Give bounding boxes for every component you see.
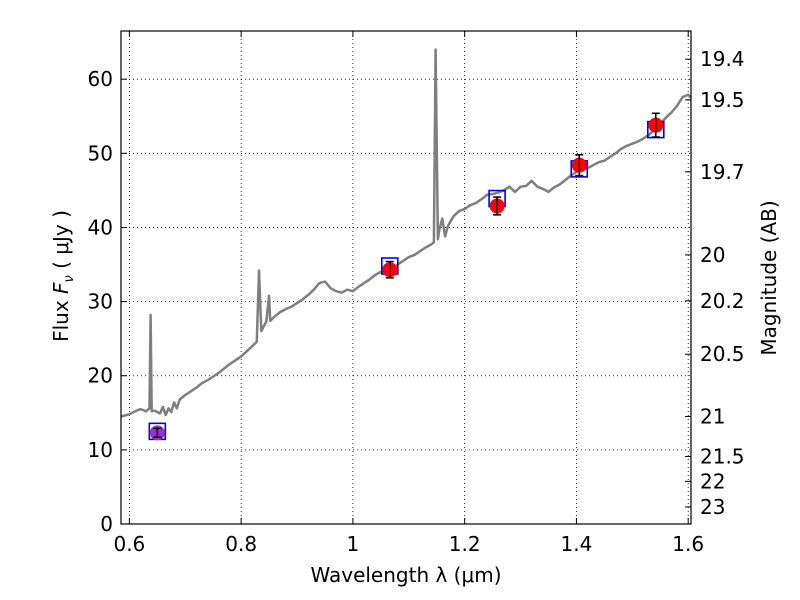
spectrum-series: [120, 48, 692, 418]
x-axis-title: Wavelength λ (μm): [310, 563, 501, 587]
magnitude-tick-label: 21.5: [700, 445, 745, 469]
grid-lines: [121, 31, 691, 524]
x-tick-label: 1: [347, 532, 360, 556]
x-tick-label: 0.8: [225, 532, 257, 556]
x-tick-label: 1.4: [561, 532, 593, 556]
x-tick-label: 1.6: [672, 532, 704, 556]
magnitude-tick-label: 21: [700, 405, 725, 429]
y-axis-right-title: Magnitude (AB): [757, 200, 781, 355]
x-tick-label: 1.2: [449, 532, 481, 556]
y-tick-label: 50: [88, 141, 113, 165]
spectrum-line: [120, 48, 692, 418]
plot-frame: [120, 30, 692, 525]
magnitude-tick-label: 19.4: [700, 47, 745, 71]
magnitude-tick-label: 22: [700, 469, 725, 493]
magnitude-tick-label: 20.5: [700, 342, 745, 366]
magnitude-tick-label: 19.7: [700, 160, 745, 184]
y-tick-label: 30: [88, 290, 113, 314]
y-tick-label: 20: [88, 364, 113, 388]
y-tick-label: 0: [100, 512, 113, 536]
x-tick-label: 0.6: [113, 532, 145, 556]
y-tick-label: 40: [88, 215, 113, 239]
magnitude-tick-label: 20: [700, 243, 725, 267]
axis-ticks: 0.6 0.8 1 1.2 1.4 1.6 0 10 20 30 40 50 60 19.4 19.5 19.…: [88, 31, 745, 556]
magnitude-tick-label: 19.5: [700, 88, 745, 112]
y-axis-left-title: Flux Fν ( μJy ): [49, 210, 77, 342]
y-tick-label: 60: [88, 67, 113, 91]
model-photometry-series: [148, 120, 665, 441]
observed-photometry-series: [149, 112, 664, 441]
y-tick-label: 10: [88, 438, 113, 462]
magnitude-tick-label: 23: [700, 495, 725, 519]
magnitude-tick-label: 20.2: [700, 289, 745, 313]
